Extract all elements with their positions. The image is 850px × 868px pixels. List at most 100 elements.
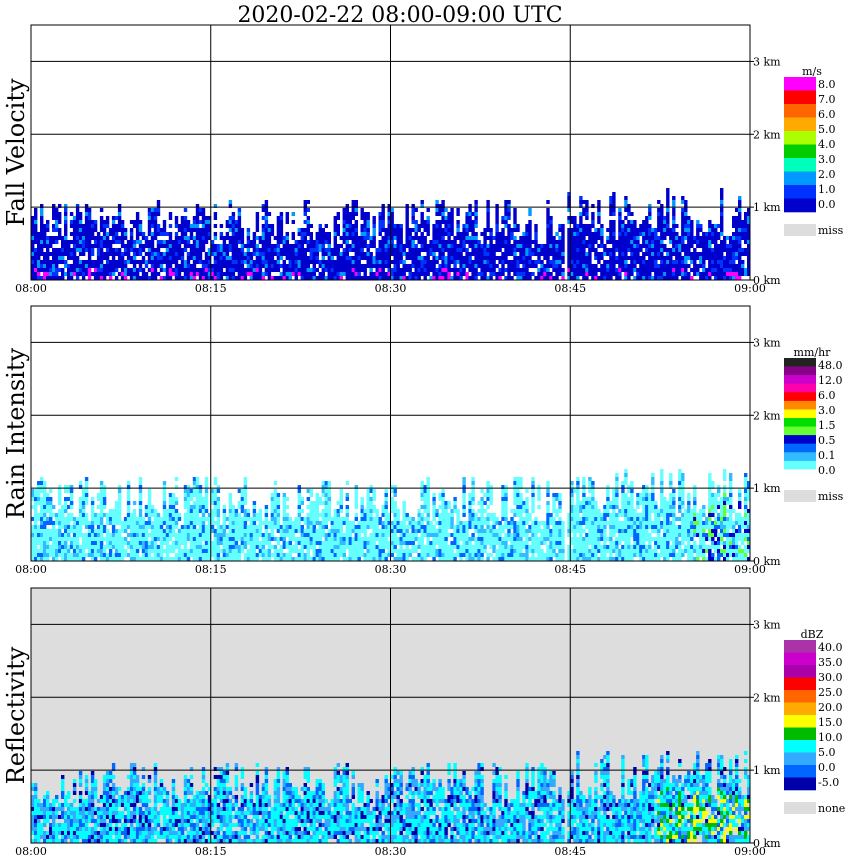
data-cell <box>492 248 496 252</box>
data-cell <box>567 204 571 208</box>
data-cell <box>354 553 358 557</box>
data-cell <box>696 220 700 224</box>
data-cell <box>264 557 269 561</box>
data-cell <box>714 256 718 260</box>
data-cell <box>324 489 328 493</box>
data-cell <box>132 521 137 525</box>
data-cell <box>354 557 358 561</box>
data-cell <box>267 256 272 260</box>
data-cell <box>123 228 128 232</box>
data-cell <box>642 244 646 248</box>
data-cell <box>597 252 601 256</box>
data-cell <box>639 272 643 276</box>
data-cell <box>264 272 269 276</box>
data-cell <box>366 517 370 521</box>
data-cell <box>303 537 307 541</box>
data-cell <box>525 252 529 256</box>
data-cell <box>174 272 179 276</box>
data-cell <box>156 244 161 248</box>
data-cell <box>552 268 556 272</box>
data-cell <box>204 489 209 493</box>
data-cell <box>246 264 251 268</box>
data-cell <box>267 541 272 545</box>
data-cell <box>294 272 298 276</box>
data-cell <box>678 240 682 244</box>
data-cell <box>630 220 634 224</box>
data-cell <box>210 541 215 545</box>
data-cell <box>34 525 38 529</box>
data-cell <box>81 533 86 537</box>
data-cell <box>321 240 325 244</box>
data-cell <box>93 545 98 549</box>
data-cell <box>294 525 298 529</box>
data-cell <box>46 557 50 561</box>
data-cell <box>37 533 41 537</box>
data-cell <box>696 224 700 228</box>
data-cell <box>75 537 80 541</box>
data-cell <box>711 248 715 252</box>
data-cell <box>588 248 592 252</box>
data-cell <box>219 537 224 541</box>
data-cell <box>52 276 56 280</box>
data-cell <box>108 513 113 517</box>
data-cell <box>579 252 583 256</box>
data-cell <box>138 521 143 525</box>
data-cell <box>99 509 104 513</box>
data-cell <box>123 276 128 280</box>
data-cell <box>651 256 655 260</box>
data-cell <box>192 240 197 244</box>
data-cell <box>693 260 697 264</box>
data-cell <box>390 236 394 240</box>
data-cell <box>216 521 221 525</box>
data-cell <box>108 260 113 264</box>
data-cell <box>153 212 158 216</box>
data-cell <box>126 240 131 244</box>
data-cell <box>49 240 53 244</box>
data-cell <box>264 200 269 204</box>
data-cell <box>453 252 457 256</box>
data-cell <box>549 220 553 224</box>
data-cell <box>159 553 164 557</box>
legend-swatch <box>784 158 816 172</box>
data-cell <box>168 252 173 256</box>
data-cell <box>366 232 370 236</box>
data-cell <box>657 224 661 228</box>
data-cell <box>558 236 562 240</box>
data-cell <box>147 517 152 521</box>
data-cell <box>237 505 242 509</box>
data-cell <box>144 521 149 525</box>
data-cell <box>285 264 289 268</box>
data-cell <box>384 553 388 557</box>
data-cell <box>31 236 35 240</box>
data-cell <box>735 244 739 248</box>
data-cell <box>55 248 59 252</box>
data-cell <box>414 276 418 280</box>
data-cell <box>732 244 736 248</box>
data-cell <box>162 224 167 228</box>
data-cell <box>588 228 592 232</box>
data-cell <box>399 268 403 272</box>
data-cell <box>114 276 119 280</box>
data-cell <box>276 256 281 260</box>
data-cell <box>657 252 661 256</box>
data-cell <box>465 236 469 240</box>
data-cell <box>342 212 346 216</box>
data-cell <box>234 549 239 553</box>
data-cell <box>336 521 340 525</box>
data-cell <box>387 525 391 529</box>
data-cell <box>570 240 574 244</box>
data-cell <box>135 220 140 224</box>
data-cell <box>147 220 152 224</box>
data-cell <box>354 517 358 521</box>
data-cell <box>693 240 697 244</box>
data-cell <box>540 260 544 264</box>
data-cell <box>58 525 62 529</box>
data-cell <box>207 216 212 220</box>
data-cell <box>150 272 155 276</box>
data-cell <box>72 216 77 220</box>
data-cell <box>171 256 176 260</box>
data-cell <box>117 553 122 557</box>
data-cell <box>285 272 289 276</box>
data-cell <box>474 260 478 264</box>
data-cell <box>582 240 586 244</box>
